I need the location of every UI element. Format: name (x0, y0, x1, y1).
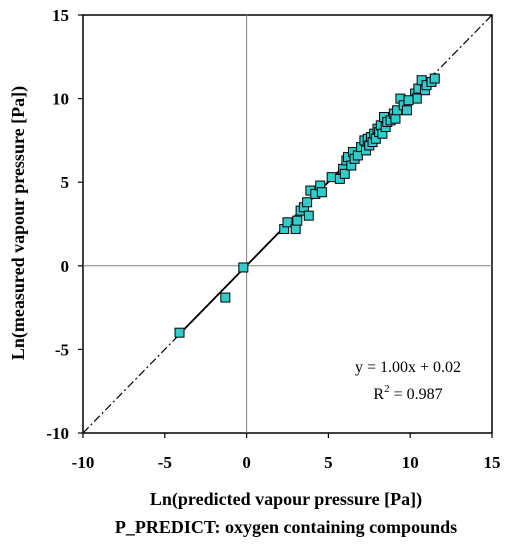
data-point (292, 215, 303, 226)
data-point (429, 73, 440, 84)
y-tick-label: 15 (52, 6, 69, 25)
data-point (316, 187, 327, 198)
x-tick-label: 0 (242, 453, 251, 472)
x-tick-label: -10 (72, 453, 95, 472)
y-tick-label: 0 (61, 257, 70, 276)
data-point (352, 150, 363, 161)
data-point (282, 217, 293, 228)
y-tick-label: -5 (55, 340, 69, 359)
data-point (339, 168, 350, 179)
y-tick-label: 5 (61, 173, 70, 192)
y-tick-label: 10 (52, 90, 69, 109)
x-tick-label: 15 (484, 453, 501, 472)
r-squared-symbol: R (373, 386, 384, 403)
data-point (238, 262, 249, 273)
y-axis-title: Ln(measured vapour pressure [Pa]) (8, 86, 29, 360)
data-point (290, 224, 301, 235)
r-squared: R2 = 0.987 (373, 383, 442, 403)
data-point (326, 172, 337, 183)
plot-area: -10 -5 0 5 10 15 -10 -5 0 5 10 15 (46, 6, 500, 472)
r-squared-exponent: 2 (384, 383, 390, 395)
x-tick-label: 10 (402, 453, 419, 472)
data-point (390, 113, 401, 124)
x-tick-label: 5 (324, 453, 333, 472)
data-point (401, 105, 412, 116)
x-axis-title: Ln(predicted vapour pressure [Pa]) (150, 489, 422, 510)
data-point (220, 292, 231, 303)
x-tick-label: -5 (158, 453, 172, 472)
data-point (411, 93, 422, 104)
data-point (303, 210, 314, 221)
chart-subtitle: P_PREDICT: oxygen containing compounds (115, 517, 457, 537)
plot-frame (82, 14, 493, 434)
data-point (403, 95, 414, 106)
fit-equation: y = 1.00x + 0.02 (355, 359, 461, 376)
data-point (302, 197, 313, 208)
r-squared-value: = 0.987 (390, 386, 443, 403)
data-point (392, 105, 403, 116)
y-tick-label: -10 (46, 424, 69, 443)
data-point (174, 327, 185, 338)
